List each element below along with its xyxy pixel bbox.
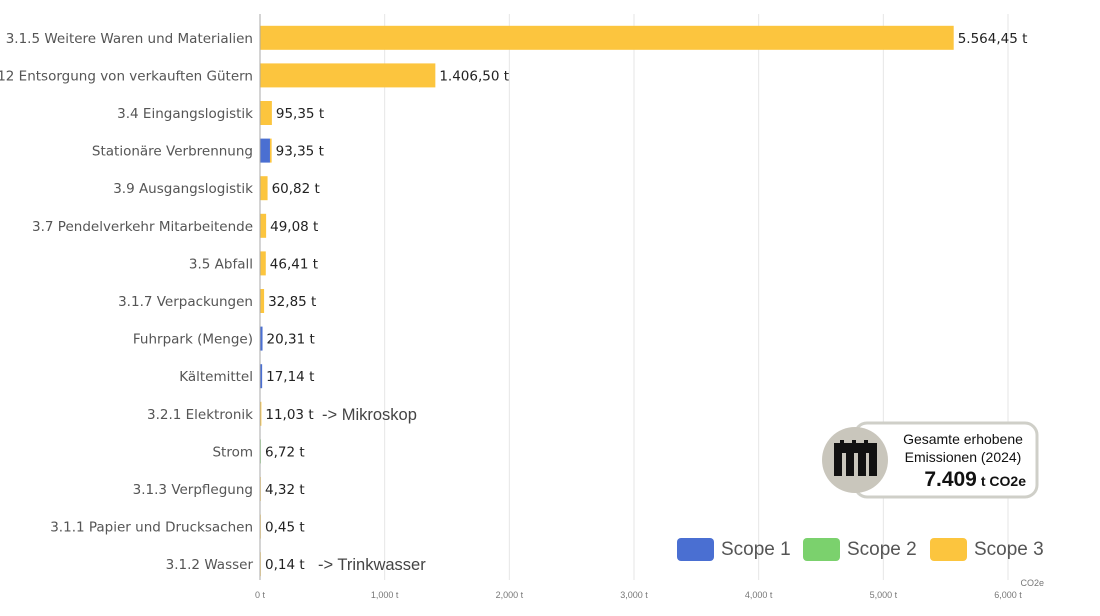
bar[interactable] (260, 138, 270, 163)
value-label: 0,14 t (265, 557, 305, 573)
category-label: Kältemittel (179, 369, 253, 385)
summary-box: Gesamte erhobene Emissionen (2024) 7.409… (822, 421, 1039, 499)
value-label: 0,45 t (265, 520, 305, 536)
legend-swatch-scope-2 (803, 538, 840, 561)
value-label: 32,85 t (268, 294, 316, 310)
legend: Scope 1 Scope 2 Scope 3 (677, 538, 1044, 561)
bar[interactable] (269, 138, 272, 163)
bar[interactable] (260, 401, 262, 426)
summary-total: 7.409 t CO2e (924, 468, 1026, 491)
factory-icon-circle (822, 427, 888, 493)
bars (260, 25, 954, 577)
legend-item-scope-2[interactable]: Scope 2 (803, 538, 917, 561)
x-tick-label: 0 t (255, 590, 266, 600)
x-tick-label: 2,000 t (496, 590, 524, 600)
value-label: 17,14 t (266, 369, 314, 385)
value-label: 49,08 t (270, 219, 318, 235)
annotation: -> Mikroskop (322, 406, 417, 424)
legend-label-scope-1: Scope 1 (721, 539, 791, 560)
x-tick-label: 3,000 t (620, 590, 648, 600)
value-label: 11,03 t (265, 407, 313, 423)
x-tick-label: 4,000 t (745, 590, 773, 600)
legend-swatch-scope-1 (677, 538, 714, 561)
summary-line2: Emissionen (2024) (905, 449, 1022, 465)
bar[interactable] (260, 364, 263, 389)
value-label: 46,41 t (270, 256, 318, 272)
category-labels: 3.1.5 Weitere Waren und Materialien 3.12 … (0, 31, 253, 573)
bar[interactable] (260, 251, 266, 276)
category-label: 3.7 Pendelverkehr Mitarbeitende (32, 219, 253, 235)
category-label: 3.5 Abfall (189, 256, 253, 272)
category-label: 3.4 Eingangslogistik (117, 106, 253, 122)
x-tick-label: 1,000 t (371, 590, 399, 600)
category-label: 3.12 Entsorgung von verkauften Gütern (0, 68, 253, 84)
legend-item-scope-1[interactable]: Scope 1 (677, 538, 791, 561)
category-label: Stationäre Verbrennung (92, 144, 253, 160)
bar[interactable] (260, 289, 265, 313)
x-tick-labels: 0 t 1,000 t 2,000 t 3,000 t 4,000 t 5,000 t 6,… (255, 590, 1022, 600)
gridlines (384, 14, 1009, 580)
legend-label-scope-2: Scope 2 (847, 539, 917, 560)
bar[interactable] (260, 101, 272, 125)
value-label: 95,35 t (276, 106, 324, 122)
category-label: Strom (212, 444, 253, 460)
value-label: 20,31 t (267, 332, 315, 348)
category-label: 3.2.1 Elektronik (147, 407, 253, 423)
x-unit-label: CO2e (1020, 578, 1044, 588)
value-label: 6,72 t (265, 444, 305, 460)
value-label: 1.406,50 t (439, 68, 509, 84)
category-label: 3.1.2 Wasser (166, 557, 254, 573)
category-label: 3.1.7 Verpackungen (118, 294, 253, 310)
summary-line1: Gesamte erhobene (903, 431, 1023, 447)
value-label: 60,82 t (272, 181, 320, 197)
x-tick-label: 5,000 t (870, 590, 898, 600)
legend-item-scope-3[interactable]: Scope 3 (930, 538, 1044, 561)
category-label: 3.1.3 Verpflegung (133, 482, 253, 498)
value-label: 5.564,45 t (958, 31, 1028, 47)
annotation: -> Trinkwasser (318, 556, 426, 574)
bar[interactable] (260, 176, 268, 201)
annotations: -> Mikroskop -> Trinkwasser (318, 406, 426, 574)
bar[interactable] (260, 25, 954, 50)
factory-icon (834, 440, 877, 476)
category-label: 3.1.5 Weitere Waren und Materialien (6, 31, 253, 47)
bar[interactable] (260, 63, 436, 88)
value-labels: 5.564,45 t 1.406,50 t 95,35 t 93,35 t 60,82 … (265, 31, 1027, 573)
category-label: Fuhrpark (Menge) (133, 332, 253, 348)
x-tick-label: 6,000 t (994, 590, 1022, 600)
category-label: 3.1.1 Papier und Drucksachen (50, 520, 253, 536)
value-label: 93,35 t (276, 144, 324, 160)
category-label: 3.9 Ausgangslogistik (113, 181, 253, 197)
bar[interactable] (260, 326, 263, 351)
value-label: 4,32 t (265, 482, 305, 498)
legend-swatch-scope-3 (930, 538, 967, 561)
legend-label-scope-3: Scope 3 (974, 539, 1044, 560)
bar[interactable] (260, 213, 267, 238)
